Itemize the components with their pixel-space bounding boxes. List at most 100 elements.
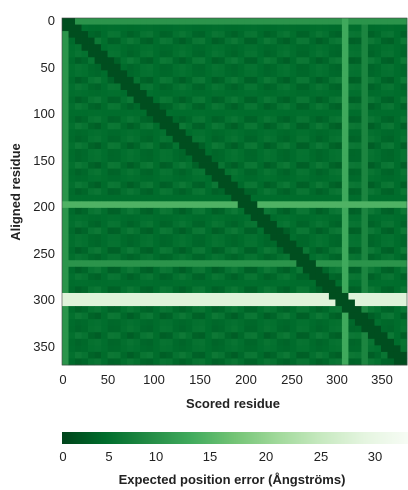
heatmap-cell <box>283 168 291 176</box>
heatmap-cell <box>94 273 102 281</box>
heatmap-cell <box>114 351 121 359</box>
heatmap-cell <box>192 332 200 340</box>
heatmap-cell <box>68 76 76 84</box>
heatmap-cell <box>159 37 167 45</box>
heatmap-cell <box>179 306 187 314</box>
heatmap-cell <box>107 142 115 150</box>
heatmap-cell <box>68 332 76 340</box>
heatmap-cell <box>218 338 226 346</box>
heatmap-cell <box>146 31 154 39</box>
heatmap-cell <box>172 63 180 71</box>
heatmap-cell <box>81 286 89 294</box>
heatmap-cell <box>367 63 375 71</box>
heatmap-cell <box>133 273 141 281</box>
heatmap-cell <box>296 76 304 84</box>
heatmap-cell <box>88 345 95 353</box>
heatmap-cell <box>263 240 271 248</box>
heatmap-cell <box>120 273 128 281</box>
heatmap-cell <box>107 306 115 314</box>
heatmap-cell <box>276 351 284 359</box>
heatmap-cell <box>140 279 148 287</box>
heatmap-cell <box>211 345 219 353</box>
heatmap-cell <box>276 201 284 209</box>
heatmap-cell <box>374 194 382 202</box>
heatmap-cell <box>367 292 375 300</box>
heatmap-cell <box>120 260 128 268</box>
heatmap-cell <box>198 129 206 137</box>
heatmap-cell <box>68 168 76 176</box>
heatmap-cell <box>192 155 200 163</box>
heatmap-cell <box>159 181 167 189</box>
heatmap-cell <box>205 188 213 196</box>
heatmap-cell <box>231 37 239 45</box>
heatmap-cell <box>107 122 115 130</box>
heatmap-cell <box>179 260 187 268</box>
heatmap-cell <box>114 260 121 268</box>
heatmap-cell <box>140 90 148 97</box>
heatmap-cell <box>361 266 369 274</box>
heatmap-cell <box>276 338 284 346</box>
heatmap-cell <box>81 155 89 163</box>
heatmap-cell <box>224 188 232 196</box>
heatmap-cell <box>211 188 219 196</box>
heatmap-cell <box>185 338 193 346</box>
colorbar-tick-label: 25 <box>314 449 328 464</box>
heatmap-cell <box>159 306 167 314</box>
heatmap-cell <box>62 214 69 222</box>
heatmap-cell <box>348 162 356 169</box>
heatmap-cell <box>250 109 258 117</box>
heatmap-cell <box>62 181 69 189</box>
heatmap-cell <box>341 18 349 25</box>
heatmap-cell <box>387 122 395 130</box>
heatmap-cell <box>263 351 271 359</box>
heatmap-cell <box>179 109 187 117</box>
heatmap-cell <box>224 299 232 307</box>
heatmap-cell <box>289 332 297 340</box>
heatmap-cell <box>120 207 128 215</box>
heatmap-cell <box>296 122 304 130</box>
heatmap-cell <box>348 312 356 320</box>
heatmap-cell <box>354 148 362 156</box>
heatmap-cell <box>361 319 369 327</box>
heatmap-cell <box>361 194 369 202</box>
heatmap-cell <box>296 70 304 78</box>
heatmap-cell <box>140 162 148 169</box>
heatmap-cell <box>250 175 258 183</box>
heatmap-cell <box>302 63 310 71</box>
heatmap-cell <box>172 155 180 163</box>
heatmap-cell <box>140 63 148 71</box>
heatmap-cell <box>140 292 148 300</box>
heatmap-cell <box>380 188 388 196</box>
heatmap-cell <box>68 162 76 169</box>
heatmap-cell <box>393 306 401 314</box>
heatmap-cell <box>166 312 174 320</box>
heatmap-cell <box>328 18 336 25</box>
heatmap-cell <box>224 31 232 39</box>
heatmap-cell <box>309 50 317 58</box>
heatmap-cell <box>328 37 336 45</box>
heatmap-cell <box>179 319 187 327</box>
heatmap-cell <box>205 103 213 111</box>
heatmap-cell <box>328 44 336 52</box>
heatmap-cell <box>68 351 76 359</box>
heatmap-cell <box>315 162 323 169</box>
heatmap-cell <box>387 319 395 327</box>
heatmap-cell <box>94 109 102 117</box>
heatmap-cell <box>348 299 356 307</box>
heatmap-cell <box>276 312 284 320</box>
heatmap-cell <box>81 122 89 130</box>
heatmap-cell <box>153 351 161 359</box>
heatmap-cell <box>283 358 291 366</box>
heatmap-cell <box>393 201 401 209</box>
heatmap-cell <box>348 351 356 359</box>
heatmap-cell <box>114 214 121 222</box>
heatmap-cell <box>94 168 102 176</box>
heatmap-cell <box>400 109 408 117</box>
heatmap-cell <box>205 109 213 117</box>
heatmap-cell <box>153 96 161 104</box>
heatmap-cell <box>224 234 232 242</box>
heatmap-cell <box>296 207 304 215</box>
heatmap-cell <box>211 325 219 333</box>
heatmap-cell <box>205 292 213 300</box>
heatmap-cell <box>289 299 297 307</box>
